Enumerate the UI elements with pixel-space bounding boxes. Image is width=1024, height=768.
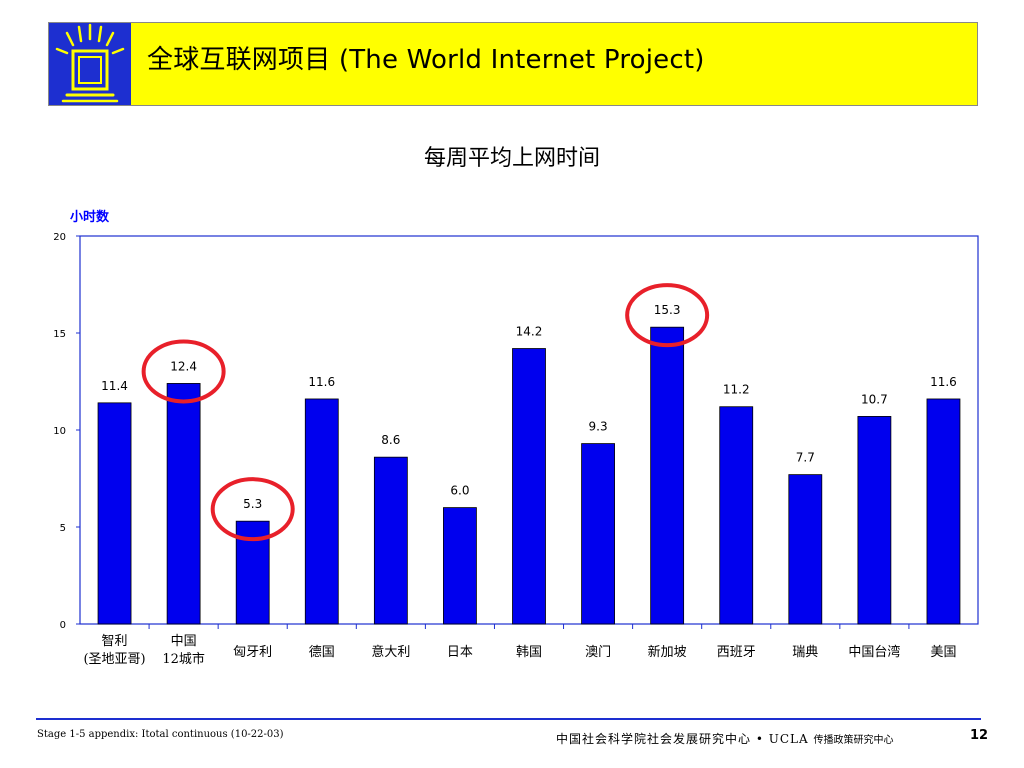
bar (97, 402, 132, 625)
x-tick-label: 美国 (930, 645, 956, 660)
page-number: 12 (970, 728, 989, 743)
footer-institutions-main: 中国社会科学院社会发展研究中心 • UCLA (556, 732, 809, 746)
bar (650, 326, 685, 625)
data-label: 10.7 (861, 392, 888, 406)
data-label: 11.4 (101, 379, 128, 393)
x-tick-label: 西班牙 (717, 645, 756, 660)
footer-source-note: Stage 1-5 appendix: Itotal continuous (1… (37, 729, 284, 740)
y-axis-label: 小时数 (70, 210, 110, 225)
y-tick-label: 0 (60, 620, 66, 631)
y-tick-label: 15 (53, 329, 66, 340)
bar (857, 416, 892, 625)
bar (926, 398, 961, 625)
x-tick-label: 12城市 (162, 651, 205, 667)
data-label: 9.3 (589, 420, 608, 434)
x-tick-label: 匈牙利 (233, 645, 272, 660)
highlight-circle (210, 477, 295, 542)
data-label: 5.3 (243, 497, 262, 511)
data-label: 11.2 (723, 383, 750, 397)
bar (788, 474, 823, 625)
data-label: 6.0 (450, 484, 469, 498)
x-tick-label: 瑞典 (792, 645, 818, 660)
footer-divider (36, 718, 981, 720)
highlight-circle (141, 339, 226, 404)
data-label: 7.7 (796, 451, 815, 465)
x-tick-label: 中国 (171, 634, 197, 649)
bar (512, 348, 546, 625)
data-label: 8.6 (381, 433, 400, 447)
header-banner: 全球互联网项目 (The World Internet Project) (48, 22, 978, 106)
bar (373, 456, 408, 625)
data-label: 12.4 (170, 359, 197, 373)
x-tick-label: 韩国 (516, 645, 542, 660)
world-internet-project-logo-icon (49, 23, 131, 105)
y-tick-label: 5 (60, 523, 66, 534)
bar (304, 398, 339, 625)
bar (581, 443, 615, 625)
data-label: 14.2 (516, 325, 543, 339)
data-label: 11.6 (308, 375, 335, 389)
bar (443, 507, 477, 625)
highlight-circle (625, 283, 710, 348)
x-tick-label: 德国 (309, 645, 335, 660)
x-tick-label: 新加坡 (648, 644, 687, 660)
x-tick-label: 智利 (102, 634, 128, 649)
data-label: 11.6 (930, 375, 957, 389)
y-tick-label: 10 (53, 426, 66, 437)
bar (166, 383, 201, 625)
data-label: 15.3 (654, 303, 681, 317)
footer-institutions-sub: 传播政策研究中心 (813, 735, 894, 746)
bar (719, 406, 754, 625)
x-tick-label: 意大利 (371, 644, 410, 660)
y-tick-label: 20 (53, 232, 66, 243)
x-tick-label: (圣地亚哥) (83, 652, 145, 667)
x-tick-label: 澳门 (585, 644, 611, 660)
footer-institutions: 中国社会科学院社会发展研究中心 • UCLA 传播政策研究中心 (556, 730, 893, 747)
x-tick-label: 日本 (447, 645, 473, 660)
chart-title: 每周平均上网时间 (423, 146, 600, 171)
bar-chart: 0 5 10 15 20 11.4 智利 (圣地亚哥) 12.4 中国 12城市 5.3 匈牙利 11.6… (53, 232, 979, 667)
x-tick-label: 中国台湾 (848, 644, 900, 660)
title-bar: 全球互联网项目 (The World Internet Project) (131, 23, 977, 105)
page-title: 全球互联网项目 (The World Internet Project) (147, 44, 705, 75)
